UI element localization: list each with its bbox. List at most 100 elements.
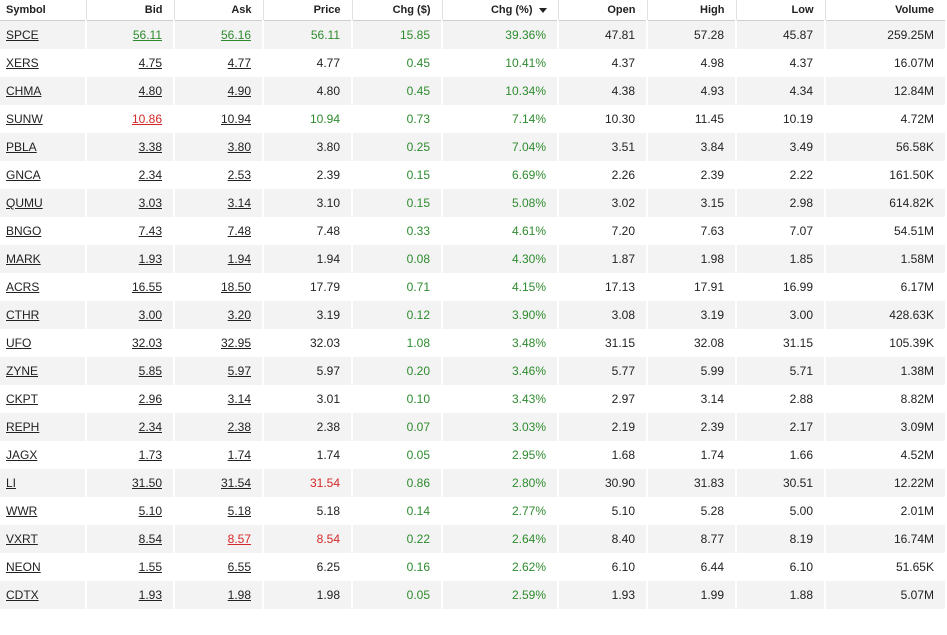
ask-link[interactable]: 1.98: [227, 588, 251, 602]
cell-volume: 3.09M: [824, 413, 945, 441]
symbol-link[interactable]: JAGX: [6, 448, 38, 462]
ask-link[interactable]: 5.97: [227, 364, 251, 378]
symbol-link[interactable]: PBLA: [6, 140, 37, 154]
ask-link[interactable]: 3.20: [227, 308, 251, 322]
ask-link[interactable]: 31.54: [220, 476, 251, 490]
symbol-link[interactable]: QUMU: [6, 196, 43, 210]
bid-link[interactable]: 3.03: [138, 196, 162, 210]
ask-link[interactable]: 2.53: [227, 168, 251, 182]
chg-pct-value: 4.15%: [511, 280, 546, 294]
ask-link[interactable]: 4.90: [227, 84, 251, 98]
bid-link[interactable]: 1.93: [138, 252, 162, 266]
price-value: 10.94: [309, 112, 340, 126]
symbol-link[interactable]: GNCA: [6, 168, 41, 182]
bid-link[interactable]: 16.55: [131, 280, 162, 294]
symbol-link[interactable]: CKPT: [6, 392, 39, 406]
header-chg[interactable]: Chg ($): [351, 0, 442, 21]
ask-link[interactable]: 1.94: [227, 252, 251, 266]
header-low[interactable]: Low: [735, 0, 825, 21]
ask-link[interactable]: 3.80: [227, 140, 251, 154]
cell-price: 6.25: [262, 553, 352, 581]
low-value: 2.22: [789, 168, 813, 182]
bid-link[interactable]: 7.43: [138, 224, 162, 238]
symbol-link[interactable]: VXRT: [6, 532, 38, 546]
header-chg-pct[interactable]: Chg (%): [441, 0, 558, 21]
symbol-link[interactable]: ACRS: [6, 280, 40, 294]
high-value: 1.99: [700, 588, 724, 602]
cell-volume: 56.58K: [824, 133, 945, 161]
ask-link[interactable]: 6.55: [227, 560, 251, 574]
open-value: 1.87: [611, 252, 635, 266]
cell-open: 5.77: [557, 357, 647, 385]
cell-symbol: WWR: [0, 497, 87, 525]
open-value: 2.97: [611, 392, 635, 406]
cell-volume: 4.52M: [824, 441, 945, 469]
high-value: 5.28: [700, 504, 724, 518]
symbol-link[interactable]: WWR: [6, 504, 38, 518]
ask-link[interactable]: 1.74: [227, 448, 251, 462]
header-open[interactable]: Open: [557, 0, 647, 21]
ask-link[interactable]: 2.38: [227, 420, 251, 434]
header-ask[interactable]: Ask: [173, 0, 263, 21]
symbol-link[interactable]: ZYNE: [6, 364, 39, 378]
symbol-link[interactable]: SPCE: [6, 28, 39, 42]
symbol-link[interactable]: CHMA: [6, 84, 42, 98]
cell-open: 5.10: [557, 497, 647, 525]
volume-value: 161.50K: [889, 168, 934, 182]
header-volume[interactable]: Volume: [824, 0, 945, 21]
bid-link[interactable]: 8.54: [138, 532, 162, 546]
cell-symbol: CDTX: [0, 581, 87, 609]
ask-link[interactable]: 3.14: [227, 392, 251, 406]
bid-link[interactable]: 2.34: [138, 168, 162, 182]
bid-link[interactable]: 5.85: [138, 364, 162, 378]
ask-link[interactable]: 32.95: [220, 336, 251, 350]
low-value: 2.98: [789, 196, 813, 210]
header-symbol[interactable]: Symbol: [0, 0, 86, 21]
ask-link[interactable]: 8.57: [227, 532, 251, 546]
bid-link[interactable]: 3.38: [138, 140, 162, 154]
symbol-link[interactable]: SUNW: [6, 112, 43, 126]
chg-pct-value: 3.03%: [511, 420, 546, 434]
ask-link[interactable]: 3.14: [227, 196, 251, 210]
cell-high: 5.99: [646, 357, 736, 385]
cell-ask: 1.98: [173, 581, 263, 609]
table-row: CTHR 3.00 3.20 3.19 0.12 3.90% 3.08 3.19 3.00 428…: [0, 301, 945, 329]
bid-link[interactable]: 4.75: [138, 56, 162, 70]
header-high[interactable]: High: [646, 0, 736, 21]
symbol-link[interactable]: NEON: [6, 560, 41, 574]
ask-link[interactable]: 56.16: [220, 28, 251, 42]
ask-link[interactable]: 5.18: [227, 504, 251, 518]
ask-link[interactable]: 18.50: [220, 280, 251, 294]
bid-link[interactable]: 1.93: [138, 588, 162, 602]
bid-link[interactable]: 4.80: [138, 84, 162, 98]
symbol-link[interactable]: CTHR: [6, 308, 40, 322]
symbol-link[interactable]: MARK: [6, 252, 41, 266]
bid-link[interactable]: 31.50: [131, 476, 162, 490]
bid-link[interactable]: 5.10: [138, 504, 162, 518]
symbol-link[interactable]: CDTX: [6, 588, 39, 602]
symbol-link[interactable]: REPH: [6, 420, 40, 434]
bid-link[interactable]: 1.55: [138, 560, 162, 574]
cell-price: 1.74: [262, 441, 352, 469]
cell-low: 1.66: [735, 441, 825, 469]
symbol-link[interactable]: UFO: [6, 336, 32, 350]
bid-link[interactable]: 10.86: [131, 112, 162, 126]
bid-link[interactable]: 3.00: [138, 308, 162, 322]
ask-link[interactable]: 4.77: [227, 56, 251, 70]
symbol-link[interactable]: LI: [6, 476, 17, 490]
bid-link[interactable]: 32.03: [131, 336, 162, 350]
header-bid[interactable]: Bid: [85, 0, 174, 21]
cell-volume: 54.51M: [824, 217, 945, 245]
header-price[interactable]: Price: [262, 0, 352, 21]
bid-link[interactable]: 1.73: [138, 448, 162, 462]
bid-link[interactable]: 2.34: [138, 420, 162, 434]
symbol-link[interactable]: XERS: [6, 56, 39, 70]
bid-link[interactable]: 2.96: [138, 392, 162, 406]
chg-value: 0.10: [406, 392, 430, 406]
ask-link[interactable]: 10.94: [220, 112, 251, 126]
ask-link[interactable]: 7.48: [227, 224, 251, 238]
bid-link[interactable]: 56.11: [132, 28, 162, 42]
symbol-link[interactable]: BNGO: [6, 224, 42, 238]
cell-symbol: XERS: [0, 49, 87, 77]
table-row: JAGX 1.73 1.74 1.74 0.05 2.95% 1.68 1.74 1.66 4.5…: [0, 441, 945, 469]
